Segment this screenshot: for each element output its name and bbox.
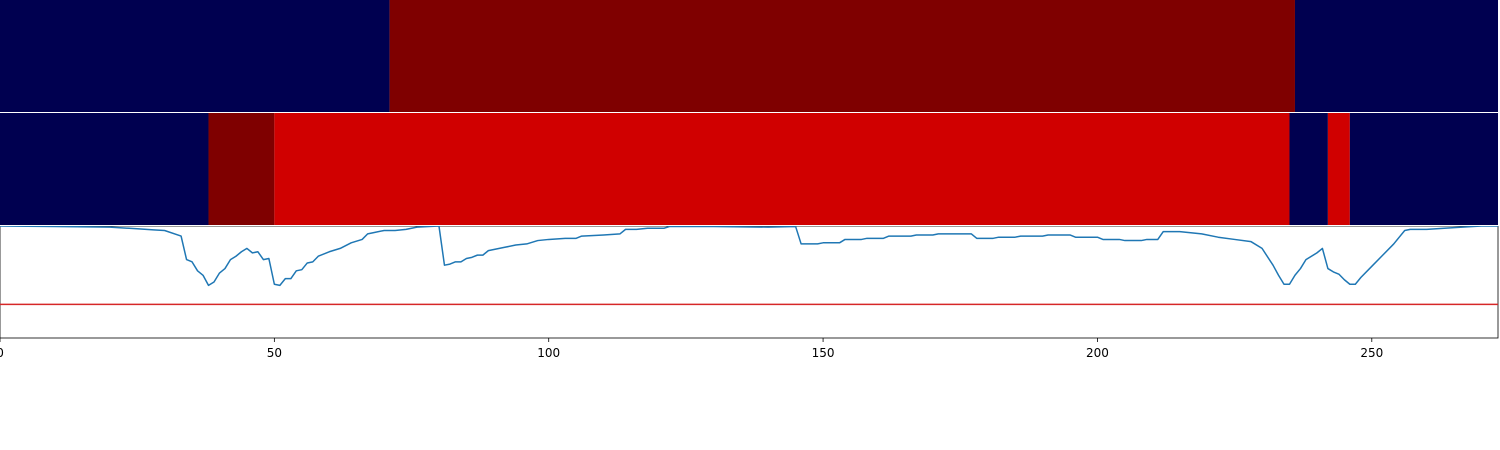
- heatmap-panel-top: [0, 0, 1498, 112]
- x-axis: 0 50 100 150 200 250: [0, 338, 1383, 360]
- x-tick-label-200: 200: [1086, 346, 1109, 360]
- x-tick-label-0: 0: [0, 346, 4, 360]
- heatmap-2-segment-2: [274, 113, 1290, 225]
- heatmap-1-segment-1: [389, 0, 1295, 112]
- x-tick-label-100: 100: [537, 346, 560, 360]
- x-tick-label-50: 50: [267, 346, 282, 360]
- heatmap-2-segment-3: [1289, 113, 1328, 225]
- heatmap-1-segment-0: [0, 0, 390, 112]
- series-line: [0, 225, 1498, 287]
- heatmap-panel-middle: [0, 113, 1498, 225]
- line-panel-frame: [0, 225, 1499, 339]
- heatmap-1-segment-2: [1294, 0, 1498, 112]
- heatmap-2-segment-4: [1327, 113, 1350, 225]
- line-panel-bottom: [0, 225, 1499, 339]
- heatmap-2-segment-5: [1349, 113, 1498, 225]
- heatmap-2-segment-0: [0, 113, 209, 225]
- heatmap-2-segment-1: [208, 113, 275, 225]
- x-tick-label-250: 250: [1360, 346, 1383, 360]
- x-tick-label-150: 150: [812, 346, 835, 360]
